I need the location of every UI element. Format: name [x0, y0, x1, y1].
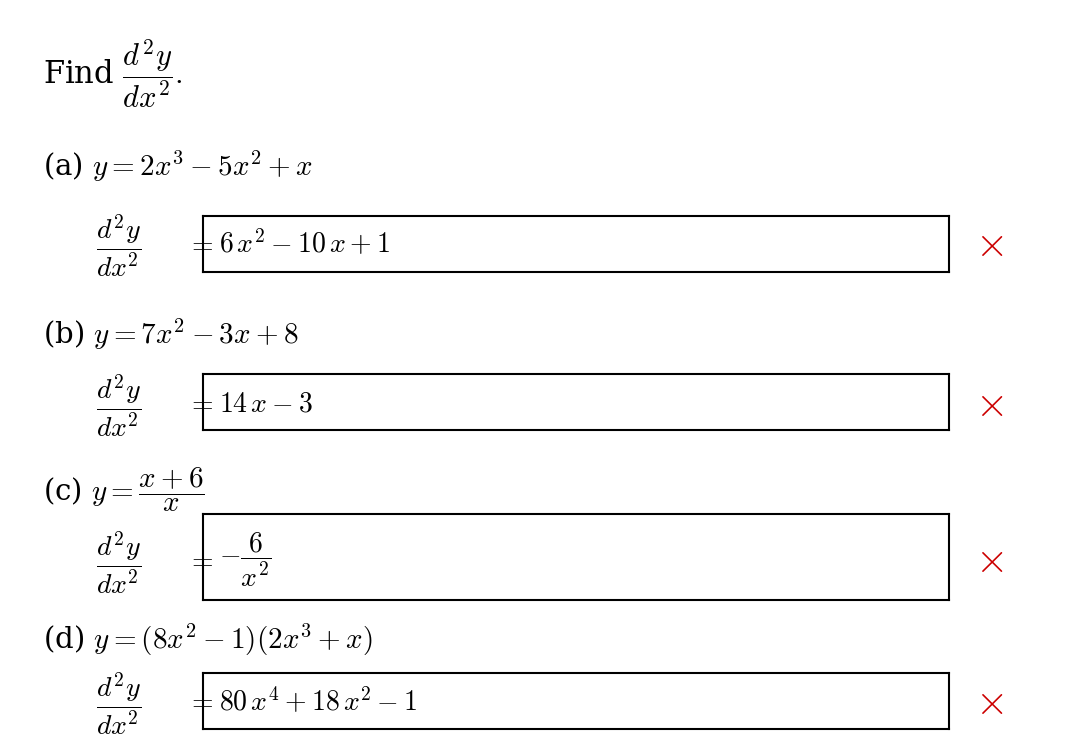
Text: $\dfrac{d^2y}{dx^2}$: $\dfrac{d^2y}{dx^2}$ [96, 212, 142, 279]
Text: $80\,x^4 + 18\,x^2 - 1$: $80\,x^4 + 18\,x^2 - 1$ [219, 687, 417, 717]
Text: $=$: $=$ [187, 547, 213, 574]
Text: $14\,x - 3$: $14\,x - 3$ [219, 390, 312, 417]
Text: $\mathbf{\times}$: $\mathbf{\times}$ [975, 224, 1004, 265]
Text: $-\dfrac{6}{x^2}$: $-\dfrac{6}{x^2}$ [219, 531, 271, 589]
Text: $\mathbf{\times}$: $\mathbf{\times}$ [975, 383, 1004, 425]
Text: $6\,x^2 - 10\,x + 1$: $6\,x^2 - 10\,x + 1$ [219, 229, 390, 259]
Text: $\dfrac{d^2y}{dx^2}$: $\dfrac{d^2y}{dx^2}$ [96, 529, 142, 596]
Text: Find $\dfrac{d^2y}{dx^2}.$: Find $\dfrac{d^2y}{dx^2}.$ [43, 37, 182, 110]
Text: $=$: $=$ [187, 231, 213, 258]
Text: (d) $y = (8x^2 - 1)(2x^3 + x)$: (d) $y = (8x^2 - 1)(2x^3 + x)$ [43, 622, 372, 659]
Text: $=$: $=$ [187, 688, 213, 715]
Text: (a) $y = 2x^3 - 5x^2 + x$: (a) $y = 2x^3 - 5x^2 + x$ [43, 149, 312, 184]
Text: (b) $y = 7x^2 - 3x + 8$: (b) $y = 7x^2 - 3x + 8$ [43, 317, 298, 352]
Text: $\dfrac{d^2y}{dx^2}$: $\dfrac{d^2y}{dx^2}$ [96, 670, 142, 738]
Text: $\dfrac{d^2y}{dx^2}$: $\dfrac{d^2y}{dx^2}$ [96, 372, 142, 440]
Text: $\mathbf{\times}$: $\mathbf{\times}$ [975, 539, 1004, 581]
Text: $=$: $=$ [187, 390, 213, 417]
Text: (c) $y = \dfrac{x + 6}{x}$: (c) $y = \dfrac{x + 6}{x}$ [43, 466, 205, 514]
Text: $\mathbf{\times}$: $\mathbf{\times}$ [975, 681, 1004, 723]
